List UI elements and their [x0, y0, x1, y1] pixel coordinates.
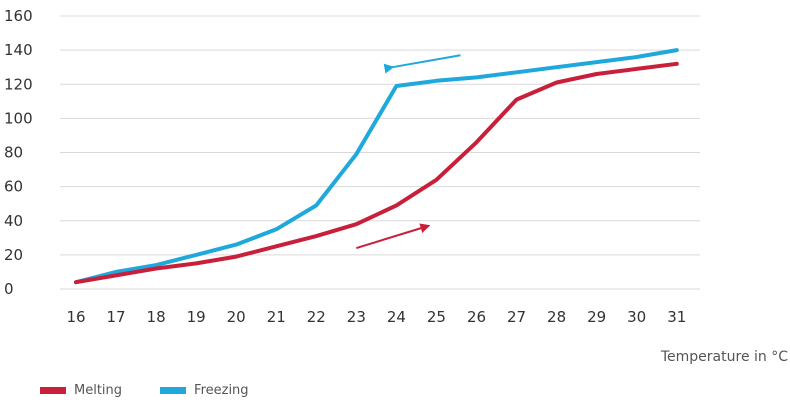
y-tick-label: 120 — [4, 75, 33, 93]
y-axis-tick-labels: 0 20 40 60 80 100 120 140 160 — [4, 7, 33, 298]
series-lines — [74, 48, 679, 285]
y-tick-label: 140 — [4, 41, 33, 59]
x-tick-label: 29 — [587, 308, 606, 326]
legend-item-freezing: Freezing — [160, 383, 249, 398]
annotation-arrow-freezing — [383, 54, 461, 74]
gridlines — [60, 15, 700, 290]
x-axis-label: Temperature in °C — [660, 349, 788, 365]
legend-swatch-freezing — [160, 387, 187, 394]
x-tick-label: 27 — [507, 308, 526, 326]
x-tick-label: 22 — [307, 308, 326, 326]
x-tick-label: 24 — [387, 308, 406, 326]
y-tick-label: 160 — [4, 7, 33, 25]
x-tick-label: 16 — [66, 308, 85, 326]
line-chart: 0 20 40 60 80 100 120 140 160 16 17 18 19 20 21 22 23 24… — [4, 7, 700, 326]
annotation-arrow-melting — [356, 223, 431, 250]
series-line-melting — [74, 61, 679, 285]
legend-label-freezing: Freezing — [194, 383, 249, 398]
x-tick-label: 30 — [627, 308, 646, 326]
x-tick-label: 19 — [187, 308, 206, 326]
annotation-arrows — [356, 54, 461, 250]
x-tick-label: 31 — [667, 308, 686, 326]
x-tick-label: 17 — [107, 308, 126, 326]
y-tick-label: 80 — [4, 144, 23, 162]
legend: Melting Freezing — [40, 383, 287, 398]
y-tick-label: 100 — [4, 109, 33, 127]
y-tick-label: 0 — [4, 280, 14, 298]
legend-item-melting: Melting — [40, 383, 122, 398]
x-tick-label: 25 — [427, 308, 446, 326]
legend-swatch-melting — [40, 387, 66, 394]
x-tick-label: 28 — [547, 308, 566, 326]
x-tick-label: 26 — [467, 308, 486, 326]
y-tick-label: 60 — [4, 178, 23, 196]
x-tick-label: 23 — [347, 308, 366, 326]
y-tick-label: 20 — [4, 246, 23, 264]
x-tick-label: 18 — [147, 308, 166, 326]
y-tick-label: 40 — [4, 212, 23, 230]
x-tick-label: 21 — [267, 308, 286, 326]
series-line-freezing — [74, 48, 679, 285]
x-axis-tick-labels: 16 17 18 19 20 21 22 23 24 25 26 27 28 29 30 31 — [66, 308, 686, 326]
x-tick-label: 20 — [227, 308, 246, 326]
legend-label-melting: Melting — [74, 383, 123, 398]
